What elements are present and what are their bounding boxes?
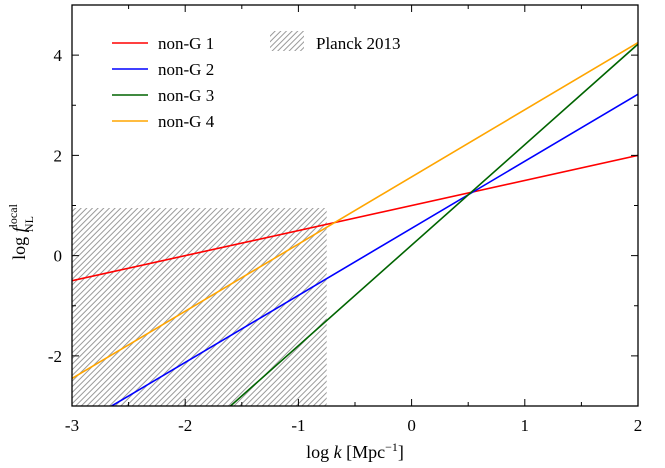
legend-item-planck: Planck 2013 xyxy=(270,31,401,53)
x-tick-label: 1 xyxy=(521,416,530,435)
legend-item-4: non-G 4 xyxy=(112,112,215,131)
planck-2013-shaded-region xyxy=(72,208,327,406)
x-tick-label: -1 xyxy=(291,416,305,435)
x-tick-label: 0 xyxy=(407,416,416,435)
x-axis-label: log k [Mpc−1] xyxy=(306,440,404,462)
legend-hatch-swatch xyxy=(270,31,304,51)
y-tick-label: 0 xyxy=(54,247,63,266)
x-tick-label: 2 xyxy=(634,416,643,435)
series-line-3 xyxy=(229,43,638,406)
series-line-1 xyxy=(72,154,638,282)
series-line-4 xyxy=(72,41,638,380)
y-tick-label: -2 xyxy=(48,347,62,366)
legend-label: Planck 2013 xyxy=(316,34,401,53)
y-tick-label: 4 xyxy=(54,46,63,65)
series-line-2 xyxy=(111,93,638,406)
x-tick-label: -3 xyxy=(65,416,79,435)
legend-label: non-G 2 xyxy=(158,60,214,79)
legend-label: non-G 4 xyxy=(158,112,215,131)
legend-item-1: non-G 1 xyxy=(112,34,214,53)
plot-area xyxy=(71,4,639,407)
legend-item-3: non-G 3 xyxy=(112,86,214,105)
legend: non-G 1 non-G 2 non-G 3 non-G 4 Planck 2013 xyxy=(112,31,401,131)
tick-labels: -3 -2 -1 0 1 2 -2 0 2 4 xyxy=(48,46,642,435)
legend-item-2: non-G 2 xyxy=(112,60,214,79)
series-group xyxy=(72,41,638,406)
legend-label: non-G 3 xyxy=(158,86,214,105)
legend-label: non-G 1 xyxy=(158,34,214,53)
x-tick-label: -2 xyxy=(178,416,192,435)
y-tick-label: 2 xyxy=(54,146,63,165)
axis-ticks xyxy=(71,4,639,407)
y-axis-label: log flocal NL xyxy=(6,203,36,260)
